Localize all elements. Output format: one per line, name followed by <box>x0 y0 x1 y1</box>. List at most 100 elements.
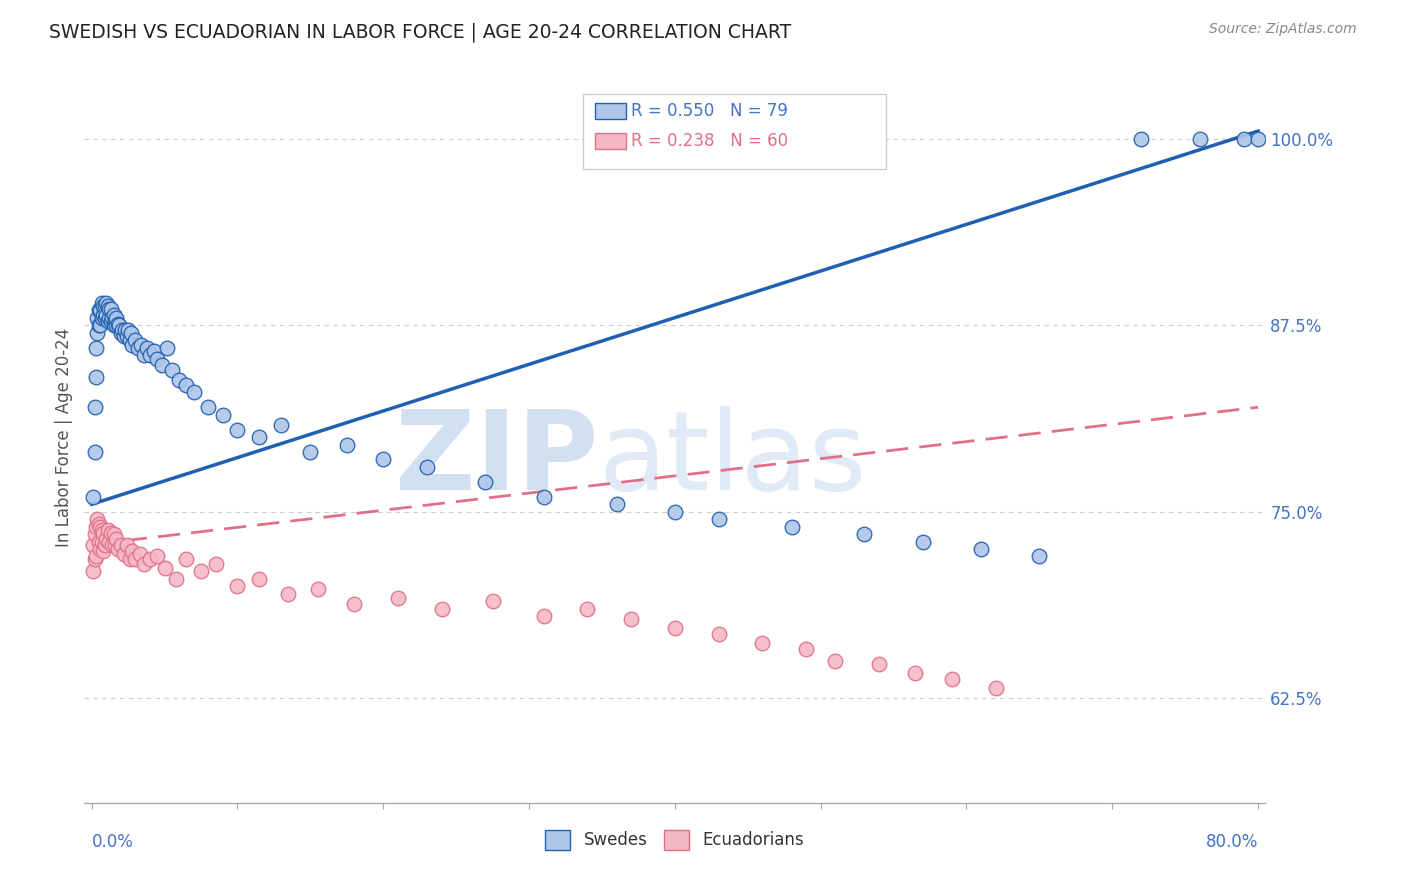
Point <box>90 295 112 310</box>
Point <box>84 370 107 384</box>
Point <box>664 621 686 635</box>
Text: 0.0%: 0.0% <box>91 833 134 851</box>
Point <box>98 310 121 325</box>
Point <box>94 537 117 551</box>
Point <box>105 318 128 332</box>
Point <box>416 459 439 474</box>
Point <box>94 310 117 325</box>
Text: SWEDISH VS ECUADORIAN IN LABOR FORCE | AGE 20-24 CORRELATION CHART: SWEDISH VS ECUADORIAN IN LABOR FORCE | A… <box>49 22 792 42</box>
Point <box>127 341 149 355</box>
Point <box>270 418 292 433</box>
Point <box>103 527 125 541</box>
Point <box>299 445 322 459</box>
Point <box>190 565 212 579</box>
Text: R = 0.550   N = 79: R = 0.550 N = 79 <box>631 102 789 120</box>
Point <box>707 627 730 641</box>
Point <box>794 642 817 657</box>
Point <box>118 333 141 347</box>
Point <box>86 326 108 340</box>
Point <box>89 318 111 332</box>
Point <box>84 549 107 564</box>
Point <box>139 348 162 362</box>
Point <box>83 552 105 566</box>
Point <box>134 557 156 571</box>
Point <box>1188 131 1211 145</box>
Point <box>91 308 114 322</box>
Point <box>780 519 803 533</box>
Point <box>100 525 122 540</box>
Point <box>121 543 143 558</box>
Point <box>212 408 235 422</box>
Point <box>112 547 135 561</box>
Point <box>87 534 110 549</box>
Point <box>84 341 107 355</box>
Point <box>94 299 117 313</box>
Point <box>110 326 132 340</box>
Point <box>107 542 129 557</box>
Point <box>89 303 111 318</box>
Point <box>110 537 132 551</box>
Point <box>96 295 118 310</box>
Point <box>277 587 299 601</box>
Point <box>114 323 136 337</box>
Point <box>96 308 118 322</box>
Point <box>84 519 107 533</box>
Point <box>87 303 110 318</box>
Point <box>307 582 329 597</box>
Point <box>98 534 121 549</box>
Text: atlas: atlas <box>598 406 866 513</box>
Point <box>343 597 366 611</box>
Point <box>91 543 114 558</box>
Point <box>97 523 120 537</box>
Point <box>620 612 643 626</box>
Point <box>430 601 453 615</box>
Point <box>533 609 555 624</box>
Point <box>129 337 152 351</box>
Text: Source: ZipAtlas.com: Source: ZipAtlas.com <box>1209 22 1357 37</box>
Point <box>911 534 934 549</box>
Point <box>707 512 730 526</box>
Point <box>165 572 187 586</box>
Point <box>118 552 141 566</box>
Point <box>1232 131 1254 145</box>
Point <box>984 681 1007 695</box>
Text: 80.0%: 80.0% <box>1206 833 1258 851</box>
Point <box>143 343 166 358</box>
Point <box>90 534 112 549</box>
Point <box>136 341 159 355</box>
Point <box>91 299 114 313</box>
Point <box>100 301 122 316</box>
Point <box>868 657 890 671</box>
Point <box>83 401 105 415</box>
Point <box>150 359 173 373</box>
Point <box>86 512 108 526</box>
Point <box>1247 131 1270 145</box>
Point <box>226 579 249 593</box>
Point <box>664 505 686 519</box>
Point <box>751 636 773 650</box>
Point <box>87 318 110 332</box>
Point <box>156 341 179 355</box>
Point <box>101 537 124 551</box>
Point <box>90 523 112 537</box>
Point <box>1028 549 1050 564</box>
Text: R = 0.238   N = 60: R = 0.238 N = 60 <box>631 132 789 150</box>
Point <box>105 532 128 546</box>
Point <box>103 308 125 322</box>
Point <box>941 672 963 686</box>
Point <box>139 552 162 566</box>
Point <box>97 299 120 313</box>
Point <box>117 323 139 337</box>
Point <box>101 310 124 325</box>
Point <box>128 547 150 561</box>
Point <box>112 328 135 343</box>
Point <box>82 490 104 504</box>
Point <box>89 519 111 533</box>
Y-axis label: In Labor Force | Age 20-24: In Labor Force | Age 20-24 <box>55 327 73 547</box>
Point <box>146 352 169 367</box>
Point <box>124 552 146 566</box>
Point <box>533 490 555 504</box>
Point <box>87 516 110 531</box>
Point <box>97 313 120 327</box>
Point <box>576 601 599 615</box>
